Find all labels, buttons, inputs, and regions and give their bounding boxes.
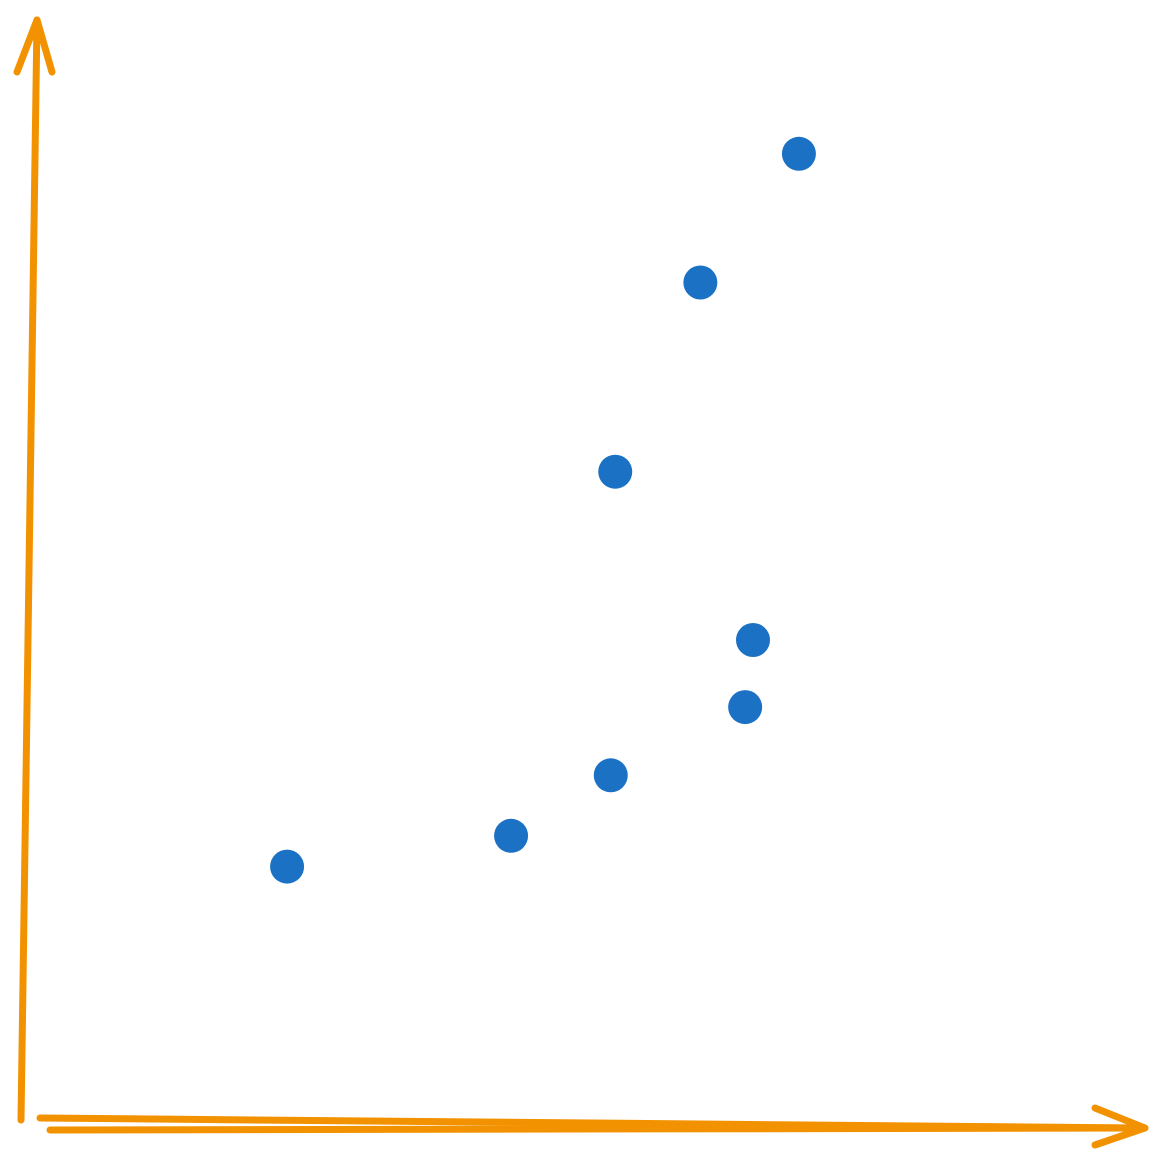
data-point <box>728 690 763 725</box>
y-axis-line <box>17 16 41 1124</box>
data-point <box>736 623 770 657</box>
data-point <box>593 758 628 793</box>
data-points <box>270 136 816 884</box>
data-point <box>270 849 305 884</box>
data-point <box>598 454 633 489</box>
data-point <box>683 265 718 300</box>
y-axis-arrowhead <box>13 16 56 76</box>
axes <box>13 16 1149 1149</box>
data-point <box>781 136 816 171</box>
data-point <box>494 818 529 853</box>
x-axis-arrowhead <box>1091 1104 1149 1149</box>
x-axis-line-stroke-2 <box>46 1124 1144 1134</box>
